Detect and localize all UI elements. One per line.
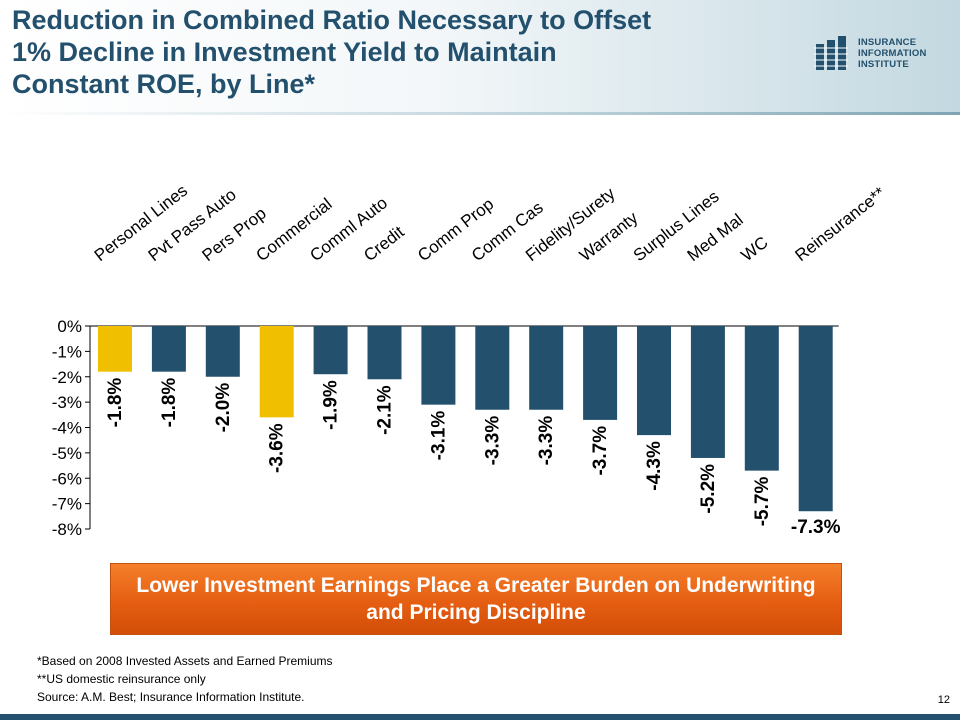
x-category-label: Reinsurance** <box>791 183 889 265</box>
bar <box>205 326 240 377</box>
x-category-label: Fidelity/Surety <box>522 184 619 266</box>
x-category-label: Personal Lines <box>91 181 191 265</box>
data-label: -3.6% <box>267 423 288 473</box>
title-line: 1% Decline in Investment Yield to Mainta… <box>12 37 557 67</box>
page-title: Reduction in Combined Ratio Necessary to… <box>12 4 772 100</box>
y-tick-label: -4% <box>52 419 82 438</box>
y-tick-label: -8% <box>52 520 82 539</box>
data-label: -1.8% <box>159 378 180 428</box>
data-label: -3.3% <box>482 416 503 466</box>
title-line: Constant ROE, by Line* <box>12 69 316 99</box>
bar <box>798 326 833 512</box>
data-label: -7.3% <box>791 517 841 538</box>
callout-box: Lower Investment Earnings Place a Greate… <box>110 563 842 635</box>
data-label: -4.3% <box>644 441 665 491</box>
logo-wordmark: INSURANCE INFORMATION INSTITUTE <box>858 37 958 70</box>
header-divider <box>0 112 960 115</box>
footnote: **US domestic reinsurance only <box>37 672 206 686</box>
y-tick-label: -2% <box>52 368 82 387</box>
data-label: -5.7% <box>752 477 773 527</box>
bar <box>151 326 186 372</box>
bar <box>583 326 618 420</box>
bar-chart: 0% -1% -2% -3% -4% -5% -6% -7% -8% -1.8% Personal … <box>52 181 889 539</box>
y-tick-label: -3% <box>52 393 82 412</box>
title-line: Reduction in Combined Ratio Necessary to… <box>12 5 652 35</box>
bar <box>259 326 294 418</box>
bar <box>313 326 348 375</box>
bar <box>529 326 564 410</box>
y-tick-label: -5% <box>52 444 82 463</box>
bar <box>637 326 671 436</box>
x-category-label: WC <box>738 233 772 265</box>
bar <box>690 326 725 458</box>
bar <box>421 326 456 405</box>
logo-line: INSTITUTE <box>858 59 909 70</box>
footnote: *Based on 2008 Invested Assets and Earne… <box>37 654 333 668</box>
bar <box>475 326 510 410</box>
logo-line: INFORMATION <box>858 48 927 59</box>
header-band <box>0 0 960 112</box>
footnotes: *Based on 2008 Invested Assets and Earne… <box>37 652 333 706</box>
source-note: Source: A.M. Best; Insurance Information… <box>37 690 305 704</box>
y-tick-label: -7% <box>52 495 82 514</box>
bar <box>367 326 402 380</box>
callout-text: Lower Investment Earnings Place a Greate… <box>136 574 816 624</box>
data-label: -5.2% <box>698 464 719 514</box>
data-label: -1.9% <box>321 380 342 430</box>
bar <box>744 326 779 471</box>
data-label: -3.3% <box>536 416 557 466</box>
y-tick-label: -1% <box>52 342 82 361</box>
x-category-label: Credit <box>360 222 408 265</box>
y-tick-label: 0% <box>57 317 82 336</box>
data-label: -2.1% <box>375 385 396 435</box>
data-label: -3.1% <box>428 411 449 461</box>
page-number: 12 <box>937 694 950 706</box>
y-tick-label: -6% <box>52 469 82 488</box>
iii-logo-icon <box>814 36 848 70</box>
footer-band <box>0 714 960 720</box>
data-label: -1.8% <box>105 378 126 428</box>
logo-line: INSURANCE <box>858 37 917 48</box>
bar <box>98 326 132 372</box>
data-label: -2.0% <box>213 383 234 433</box>
data-label: -3.7% <box>590 426 611 476</box>
